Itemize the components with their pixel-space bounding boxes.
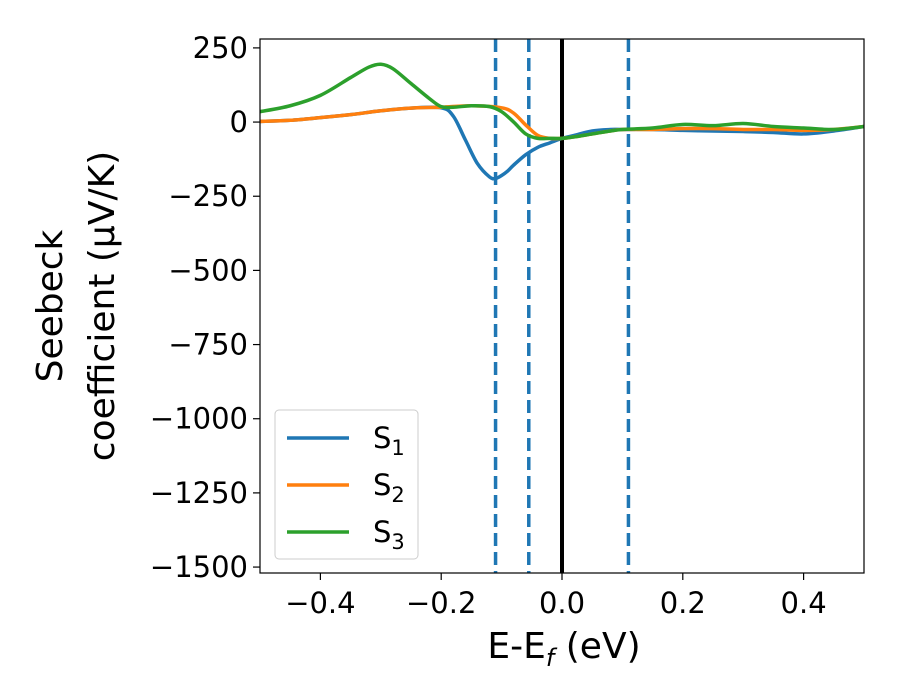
y-tick-label: 250: [193, 31, 248, 65]
series-line-s3: [260, 62, 864, 141]
y-axis: 250 0 −250 −500 −750 −1000 −1250 −1500: [150, 31, 260, 584]
y-tick-label: −250: [168, 179, 248, 213]
vertical-reference-lines: [493, 39, 631, 573]
x-axis-label: E-Ef (eV): [487, 626, 640, 672]
y-tick-label: −1250: [150, 476, 248, 510]
series-layer: [260, 62, 864, 181]
y-tick-label: −1500: [150, 550, 248, 584]
x-tick-label: 0.4: [781, 586, 827, 620]
legend-label-s1: S1: [373, 421, 405, 460]
y-tick-label: −750: [168, 328, 248, 362]
legend: S1 S2 S3: [274, 409, 419, 560]
x-tick-label: 0.0: [539, 586, 585, 620]
x-tick-label: −0.4: [285, 586, 355, 620]
y-tick-label: −500: [168, 253, 248, 287]
x-tick-label: 0.2: [660, 586, 706, 620]
x-axis: −0.4 −0.2 0.0 0.2 0.4: [285, 573, 827, 620]
y-axis-label-line2: coefficient (μV/K): [82, 151, 123, 461]
x-tick-label: −0.2: [406, 586, 476, 620]
legend-label-s3: S3: [373, 515, 405, 554]
y-axis-label-line1: Seebeck: [30, 229, 71, 382]
y-tick-label: 0: [230, 105, 248, 139]
legend-label-s2: S2: [373, 468, 405, 507]
y-tick-label: −1000: [150, 402, 248, 436]
